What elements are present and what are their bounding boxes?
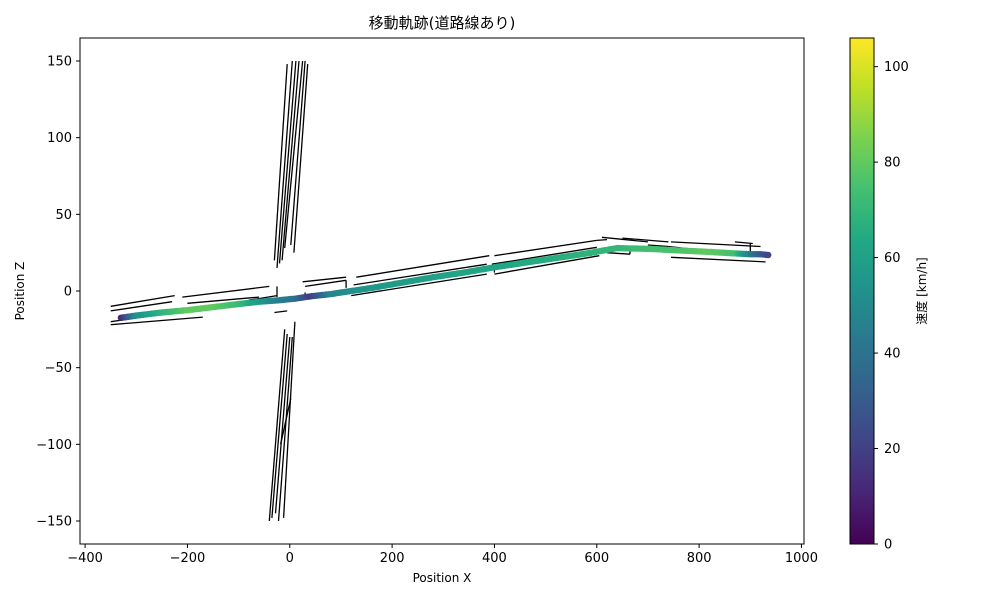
- road-line-34: [670, 256, 766, 263]
- x-tick-label: 800: [687, 551, 712, 566]
- y-tick-label: −150: [36, 515, 72, 530]
- colorbar-tick-label: 40: [884, 347, 901, 362]
- road-line-49: [279, 398, 292, 445]
- road-line-42: [290, 60, 306, 246]
- road-line-41: [284, 60, 304, 249]
- colorbar-tick-label: 100: [884, 60, 909, 75]
- road-line-0: [110, 294, 175, 307]
- road-line-4: [182, 285, 270, 298]
- road-lines: [110, 60, 766, 522]
- road-line-5: [187, 296, 260, 304]
- road-line-14: [356, 255, 490, 278]
- y-tick-label: −50: [45, 361, 72, 376]
- road-line-19: [491, 246, 597, 265]
- road-line-28: [647, 244, 669, 248]
- road-line-37: [273, 64, 288, 261]
- x-tick-label: 400: [482, 551, 507, 566]
- road-line-1: [110, 301, 173, 312]
- road-line-47: [277, 336, 293, 522]
- x-tick-label: 200: [380, 551, 405, 566]
- road-line-32: [670, 241, 761, 248]
- y-axis-label: Position Z: [13, 262, 27, 321]
- x-tick-label: 0: [286, 551, 294, 566]
- road-line-44: [268, 329, 286, 522]
- plot-frame: [79, 37, 805, 545]
- colorbar-tick-label: 80: [884, 156, 901, 171]
- road-line-45: [271, 333, 288, 518]
- y-tick-label: −100: [36, 438, 72, 453]
- road-line-38: [276, 60, 293, 269]
- x-tick-label: −200: [170, 551, 206, 566]
- y-tick-label: 0: [64, 285, 72, 300]
- road-line-23: [596, 238, 608, 242]
- x-tick-label: −400: [67, 551, 103, 566]
- road-line-46: [274, 336, 291, 514]
- y-tick-label: 150: [47, 55, 72, 70]
- x-tick-label: 1000: [785, 551, 818, 566]
- road-line-48: [282, 321, 296, 518]
- road-line-9: [302, 276, 347, 283]
- colorbar-ticks: 0 20 40 60 80 100: [874, 60, 909, 553]
- colorbar-tick-label: 60: [884, 251, 901, 266]
- x-axis-ticks: −400 −200 0 200 400 600 800 1000: [67, 544, 818, 566]
- road-line-10: [305, 279, 347, 288]
- road-line-17: [351, 273, 487, 297]
- x-tick-label: 600: [584, 551, 609, 566]
- colorbar: [849, 37, 875, 545]
- colorbar-label: 速度 [km/h]: [914, 257, 929, 324]
- road-line-15: [353, 263, 487, 286]
- road-line-39: [278, 60, 297, 264]
- chart-title: 移動軌跡(道路線あり): [369, 14, 516, 32]
- road-line-35: [734, 241, 753, 245]
- road-line-40: [281, 60, 300, 261]
- trajectory-points: [117, 244, 772, 321]
- road-line-43: [293, 64, 309, 253]
- x-axis-label: Position X: [413, 571, 472, 585]
- colorbar-tick-label: 0: [884, 538, 892, 553]
- road-line-25: [622, 237, 669, 243]
- road-line-18: [494, 239, 597, 257]
- colorbar-tick-label: 20: [884, 442, 901, 457]
- road-line-24: [601, 236, 648, 243]
- y-axis-ticks: −150 −100 −50 0 50 100 150: [36, 55, 80, 530]
- y-tick-label: 50: [55, 208, 72, 223]
- road-line-27: [606, 252, 631, 255]
- trajectory-point-321: [765, 251, 772, 259]
- y-tick-label: 100: [47, 131, 72, 146]
- road-line-21: [494, 255, 600, 275]
- road-line-3: [110, 316, 203, 326]
- road-line-8: [274, 310, 288, 314]
